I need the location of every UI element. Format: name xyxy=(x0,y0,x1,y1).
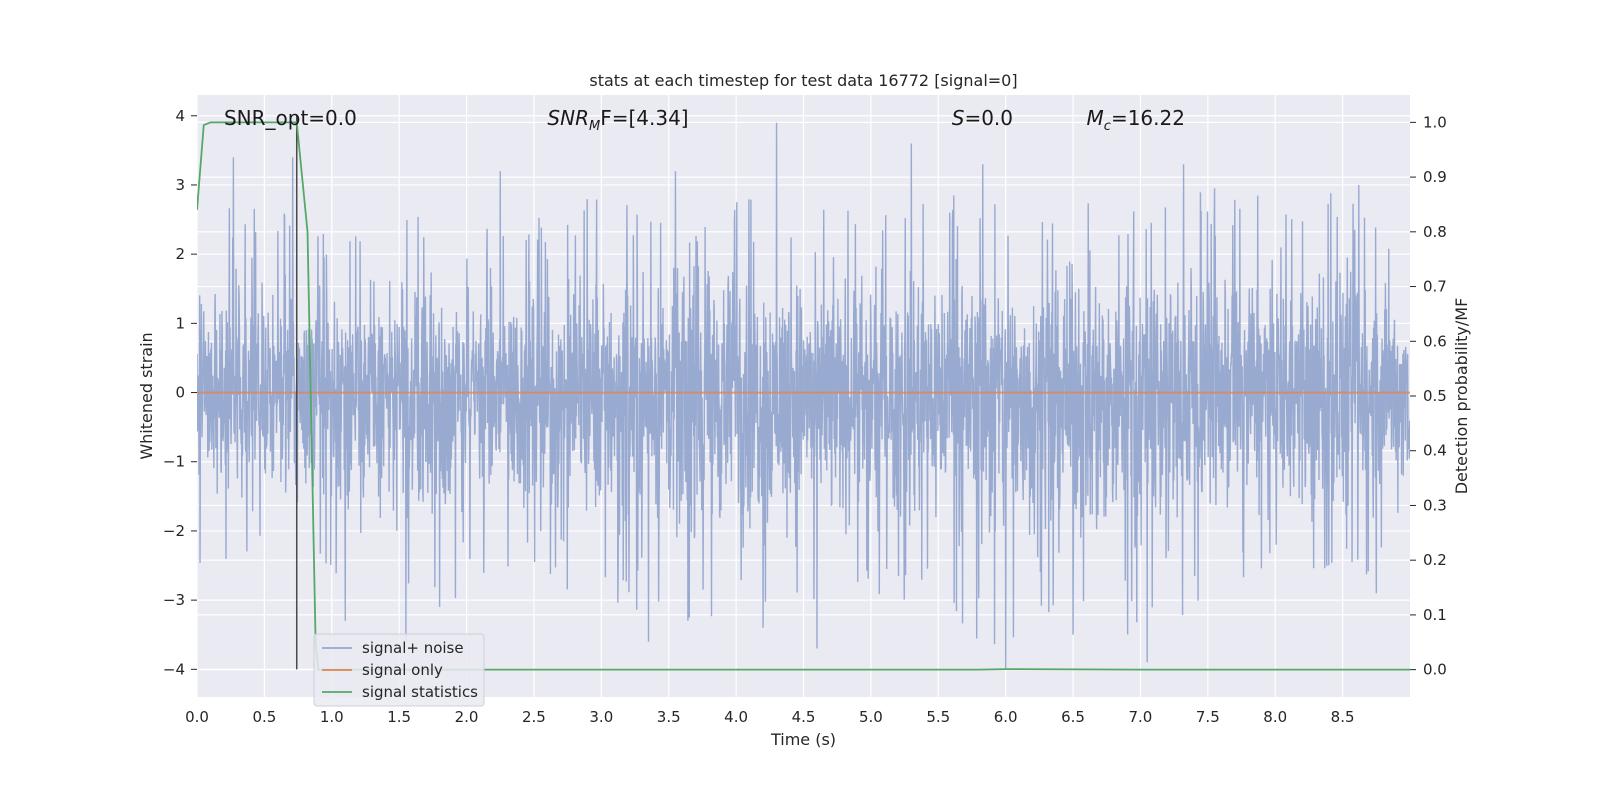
y-tick-label: 4 xyxy=(175,107,185,125)
y2-tick-label: 0.5 xyxy=(1423,387,1447,405)
series-line-signal-noise xyxy=(197,122,1410,670)
series-line-signal-statistics xyxy=(197,121,1410,671)
y2-axis-ticks: 1.0 0.9 0.8 0.7 0.6 0.5 0.4 0.3 0.2 0.1 0.0 xyxy=(1410,113,1447,679)
x-tick-label: 7.0 xyxy=(1129,708,1153,726)
x-tick-label: 3.0 xyxy=(589,708,613,726)
annotation-text: S=0.0 xyxy=(952,106,1013,130)
x-tick-label: 4.0 xyxy=(724,708,748,726)
y2-tick-label: 0.8 xyxy=(1423,223,1447,241)
y2-axis-label: Detection probability/MF xyxy=(1452,298,1471,495)
x-tick-label: 6.0 xyxy=(994,708,1018,726)
y2-tick-label: 1.0 xyxy=(1423,113,1447,131)
x-tick-label: 0.5 xyxy=(252,708,276,726)
x-tick-label: 3.5 xyxy=(657,708,681,726)
y2-tick-label: 0.2 xyxy=(1423,551,1447,569)
y-axis-ticks: 4 3 2 1 0 −1 −2 −3 −4 xyxy=(163,107,197,678)
y-tick-label: 3 xyxy=(175,176,185,194)
y2-tick-label: 0.9 xyxy=(1423,168,1447,186)
legend-label: signal only xyxy=(362,661,443,679)
x-tick-label: 5.5 xyxy=(926,708,950,726)
chart-title: stats at each timestep for test data 167… xyxy=(589,71,1017,90)
legend-label: signal statistics xyxy=(362,683,478,701)
y2-tick-label: 0.4 xyxy=(1423,442,1447,460)
legend-box xyxy=(313,633,485,707)
y2-tick-label: 0.0 xyxy=(1423,661,1447,679)
annotations: SNR_opt=0.0 SNRMF=[4.34] S=0.0 Mc=16.22 xyxy=(224,106,1185,134)
x-tick-label: 7.5 xyxy=(1196,708,1220,726)
y2-tick-label: 0.1 xyxy=(1423,606,1447,624)
y-tick-label: 0 xyxy=(175,384,185,402)
annotation-text: SNR_opt=0.0 xyxy=(224,106,357,130)
x-tick-label: 4.5 xyxy=(792,708,816,726)
x-axis-label: Time (s) xyxy=(770,730,836,749)
x-tick-label: 5.0 xyxy=(859,708,883,726)
x-tick-label: 0.0 xyxy=(185,708,209,726)
y-tick-label: −2 xyxy=(163,522,185,540)
legend: signal+ noise signal only signal statistic… xyxy=(313,633,485,707)
y2-tick-label: 0.3 xyxy=(1423,496,1447,514)
y-tick-label: 2 xyxy=(175,245,185,263)
y-tick-label: −4 xyxy=(163,660,185,678)
y-axis-label: Whitened strain xyxy=(137,332,156,459)
x-tick-label: 2.5 xyxy=(522,708,546,726)
x-tick-label: 6.5 xyxy=(1061,708,1085,726)
annotation-text: SNRMF=[4.34] xyxy=(547,106,688,134)
series-signal-statistics xyxy=(197,121,1410,671)
x-axis-ticks: 0.0 0.5 1.0 1.5 2.0 2.5 3.0 3.5 4.0 4.5 5.0 5.5 6.0 6… xyxy=(185,708,1354,726)
x-tick-label: 8.5 xyxy=(1331,708,1355,726)
annotation-text: Mc=16.22 xyxy=(1087,106,1185,134)
y-tick-label: −3 xyxy=(163,591,185,609)
x-tick-label: 1.0 xyxy=(320,708,344,726)
y-tick-label: 1 xyxy=(175,314,185,332)
legend-label: signal+ noise xyxy=(362,639,464,657)
x-tick-label: 1.5 xyxy=(387,708,411,726)
x-tick-label: 2.0 xyxy=(455,708,479,726)
y2-tick-label: 0.7 xyxy=(1423,278,1447,296)
y2-tick-label: 0.6 xyxy=(1423,332,1447,350)
x-tick-label: 8.0 xyxy=(1263,708,1287,726)
y-tick-label: −1 xyxy=(163,453,185,471)
series-signal-noise xyxy=(197,122,1410,670)
